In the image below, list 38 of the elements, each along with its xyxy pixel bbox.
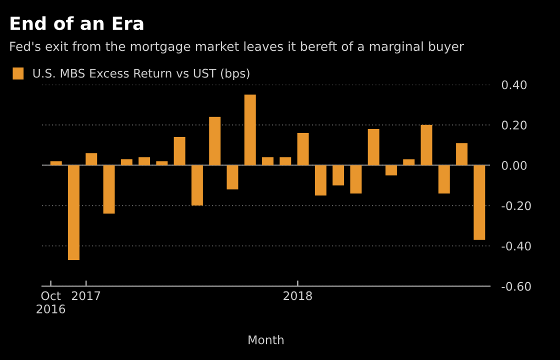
bar <box>438 165 450 194</box>
bar <box>332 165 344 186</box>
legend-label: U.S. MBS Excess Return vs UST (bps) <box>33 68 250 80</box>
bar <box>174 137 186 166</box>
bar <box>314 165 326 196</box>
y-tick-label: 0.20 <box>502 120 527 130</box>
y-tick-label: 0.00 <box>502 160 527 170</box>
bar <box>68 165 80 260</box>
bar <box>350 165 362 194</box>
bar <box>86 153 98 166</box>
x-axis-title: Month <box>248 335 284 344</box>
bar <box>244 94 256 166</box>
bar <box>262 157 274 166</box>
chart-title: End of an Era <box>10 16 144 30</box>
bar <box>156 161 168 166</box>
bar <box>297 132 309 166</box>
bar <box>456 143 468 166</box>
bar <box>420 124 432 166</box>
bar <box>50 161 62 166</box>
bar <box>474 165 486 240</box>
bar <box>209 116 221 166</box>
bar <box>226 165 238 190</box>
bar <box>385 165 397 176</box>
bar <box>403 159 415 166</box>
y-tick-label: -0.40 <box>502 242 531 251</box>
y-tick-label: 0.40 <box>502 80 527 90</box>
chart-subtitle: Fed's exit from the mortgage market leaves it bereft of a marginal buyer <box>10 41 464 54</box>
bar <box>368 128 380 166</box>
x-tick-label: 2018 <box>284 291 312 300</box>
x-tick-label: 2017 <box>72 291 100 300</box>
y-tick-label: -0.20 <box>502 201 531 210</box>
bar <box>103 165 115 214</box>
bar <box>138 157 150 166</box>
bar <box>280 157 292 166</box>
bar <box>120 159 132 166</box>
x-tick-label: Oct 2016 <box>36 291 66 314</box>
bar <box>191 165 203 206</box>
y-tick-label: -0.60 <box>502 282 531 291</box>
